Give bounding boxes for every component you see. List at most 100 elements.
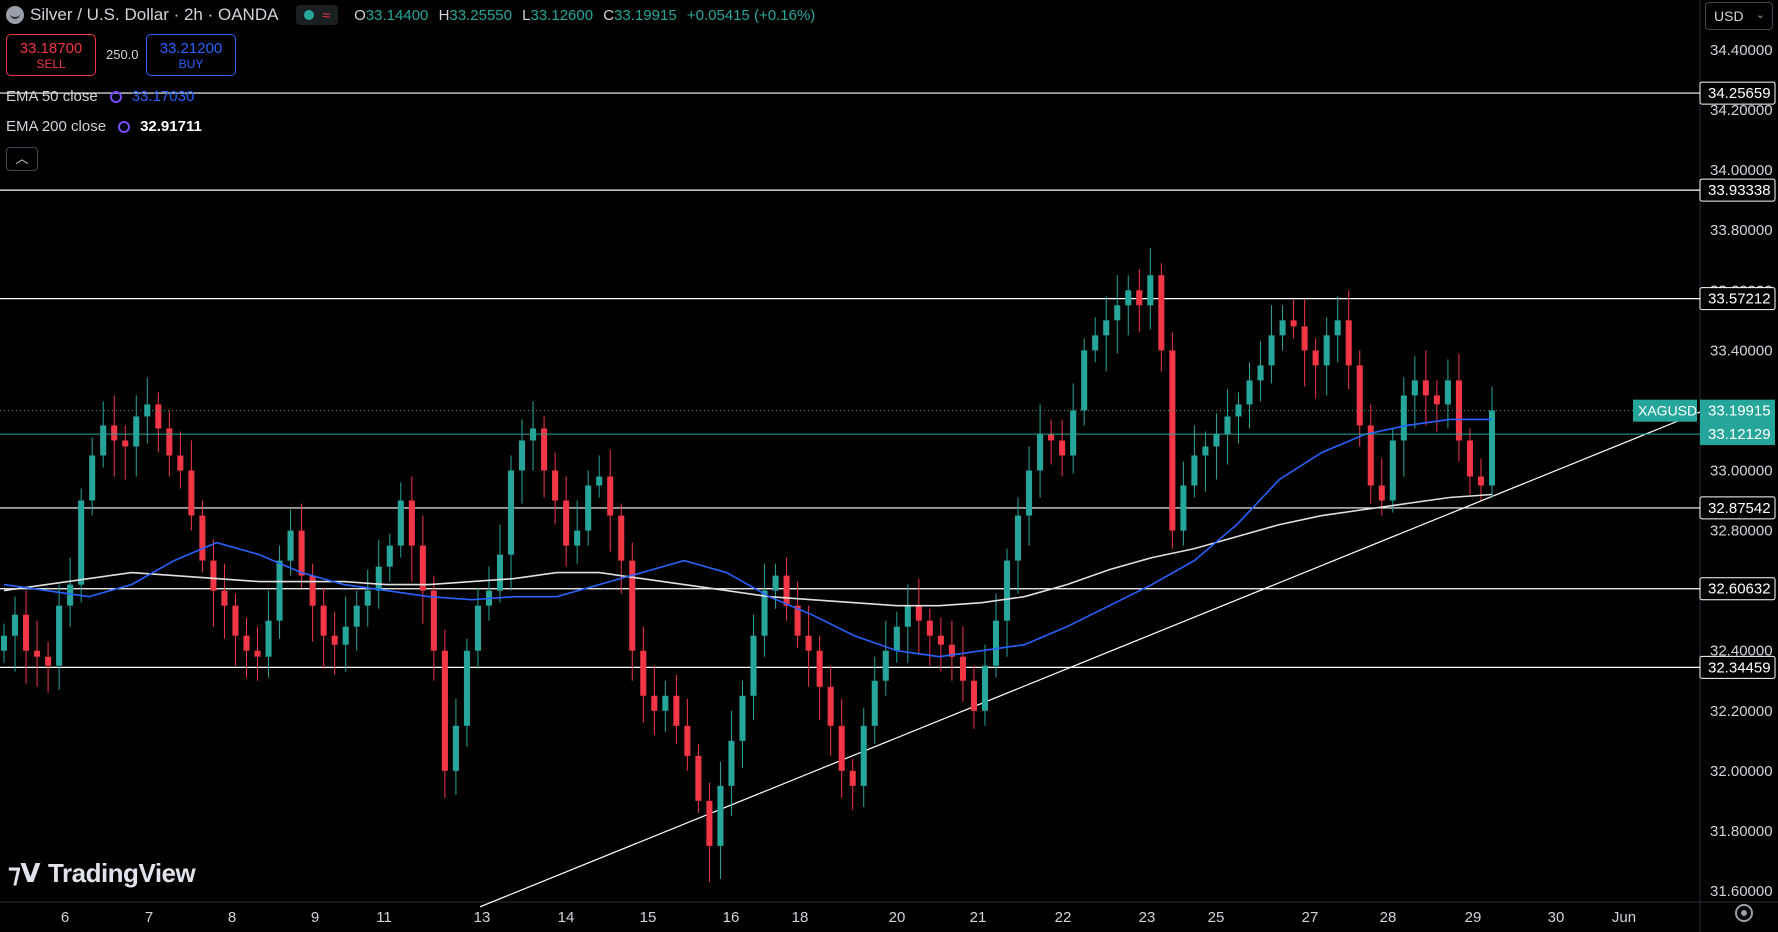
y-tick-label: 34.40000 (1710, 42, 1773, 59)
level-tag (1699, 496, 1776, 520)
candle-body (563, 500, 570, 546)
x-tick-label: 25 (1208, 909, 1225, 926)
candle-body (794, 605, 801, 636)
candle-body (838, 725, 845, 771)
candle-body (265, 620, 272, 657)
candle-body (210, 560, 217, 591)
ema200-label: EMA 200 close (6, 118, 107, 135)
spread-value: 250.0 (106, 47, 139, 62)
candle-body (1158, 275, 1165, 351)
candle-body (970, 680, 977, 711)
candle-body (188, 470, 195, 516)
candle-body (496, 554, 504, 591)
level-tag (1699, 81, 1776, 105)
x-tick-label: 8 (228, 909, 236, 926)
candle-body (1323, 335, 1330, 366)
chevron-down-icon: ⌄ (1755, 9, 1765, 21)
candle-body (948, 644, 955, 657)
x-tick-label: 21 (970, 909, 987, 926)
gear-icon[interactable] (1735, 904, 1753, 922)
candle-body (1224, 416, 1231, 435)
level-label: 33.93338 (1708, 182, 1771, 199)
ema50-legend[interactable]: EMA 50 close 33.17030 (6, 88, 194, 105)
candle-body (155, 404, 162, 429)
candle-body (1433, 395, 1440, 405)
candle-body (452, 725, 459, 771)
ema50-line (3, 418, 1492, 658)
x-tick-label: 9 (311, 909, 319, 926)
candle-body (816, 650, 823, 687)
candle-body (629, 560, 636, 651)
candle-body (221, 590, 228, 606)
y-tick-label: 32.80000 (1710, 523, 1773, 540)
ema200-line (3, 493, 1493, 607)
candle-body (144, 404, 151, 417)
candle-body (1400, 395, 1407, 441)
candle-body (1114, 305, 1121, 321)
candle-body (1279, 320, 1286, 336)
candle-body (463, 650, 470, 726)
candle-body (1003, 560, 1011, 621)
brand-name: TradingView (48, 858, 196, 888)
candle-body (761, 590, 768, 636)
candle-body (254, 650, 261, 657)
candle-body (1257, 365, 1264, 381)
chart-header: Silver / U.S. Dollar · 2h · OANDA ≈ O33.… (0, 0, 1690, 30)
y-tick-label: 32.00000 (1710, 763, 1773, 780)
symbol-tag (1633, 399, 1697, 422)
tradingview-logo: ⁊𝗩 TradingView (8, 858, 196, 889)
x-tick-label: 29 (1465, 909, 1482, 926)
candle-body (243, 635, 250, 651)
buy-button[interactable]: 33.21200 BUY (146, 34, 236, 76)
candle-body (375, 566, 382, 591)
candle-body (89, 455, 96, 501)
candle-body (331, 635, 338, 645)
candle-body (893, 626, 900, 651)
status-indicators[interactable]: ≈ (296, 5, 339, 25)
candle-body (1301, 326, 1308, 351)
candle-body (111, 425, 118, 441)
candle-body (133, 416, 140, 447)
candle-body (904, 605, 911, 627)
candle-body (1422, 380, 1429, 396)
x-tick-label: 22 (1055, 909, 1072, 926)
collapse-legend-button[interactable]: ︿ (6, 147, 38, 171)
candle-body (1136, 290, 1143, 306)
candle-body (728, 740, 735, 786)
candle-body (320, 605, 327, 636)
candle-body (860, 725, 867, 786)
candle-body (78, 500, 85, 585)
buy-price: 33.21200 (159, 39, 223, 57)
candle-body (1455, 380, 1462, 441)
candle-body (750, 635, 757, 696)
candle-body (541, 428, 548, 471)
ema200-legend[interactable]: EMA 200 close 32.91711 (6, 118, 202, 135)
x-tick-label: 6 (61, 909, 69, 926)
candle-body (1213, 434, 1220, 447)
candle-body (662, 695, 669, 711)
tradingview-logo-icon: ⁊𝗩 (8, 858, 41, 888)
currency-selector[interactable]: USD ⌄ (1705, 2, 1773, 30)
buy-label: BUY (178, 56, 204, 71)
candle-body (607, 476, 614, 516)
ema200-value: 32.91711 (140, 118, 202, 135)
candle-body (1367, 425, 1374, 486)
level-tag (1699, 178, 1776, 202)
y-tick-label: 32.20000 (1710, 703, 1773, 720)
level-label: 33.57212 (1708, 291, 1771, 308)
candle-body (772, 575, 779, 591)
level-label: 32.60632 (1708, 581, 1771, 598)
loading-icon (109, 90, 122, 103)
sell-button[interactable]: 33.18700 SELL (6, 34, 96, 76)
level-label: 32.34459 (1708, 659, 1771, 676)
y-tick-label: 31.60000 (1710, 883, 1773, 900)
candle-body (981, 665, 989, 711)
candle-body (992, 620, 1000, 666)
candle-body (276, 560, 283, 621)
candle-body (309, 575, 316, 606)
candle-body (618, 515, 625, 561)
candle-body (684, 725, 691, 756)
candle-body (45, 656, 52, 666)
candle-body (122, 440, 129, 447)
